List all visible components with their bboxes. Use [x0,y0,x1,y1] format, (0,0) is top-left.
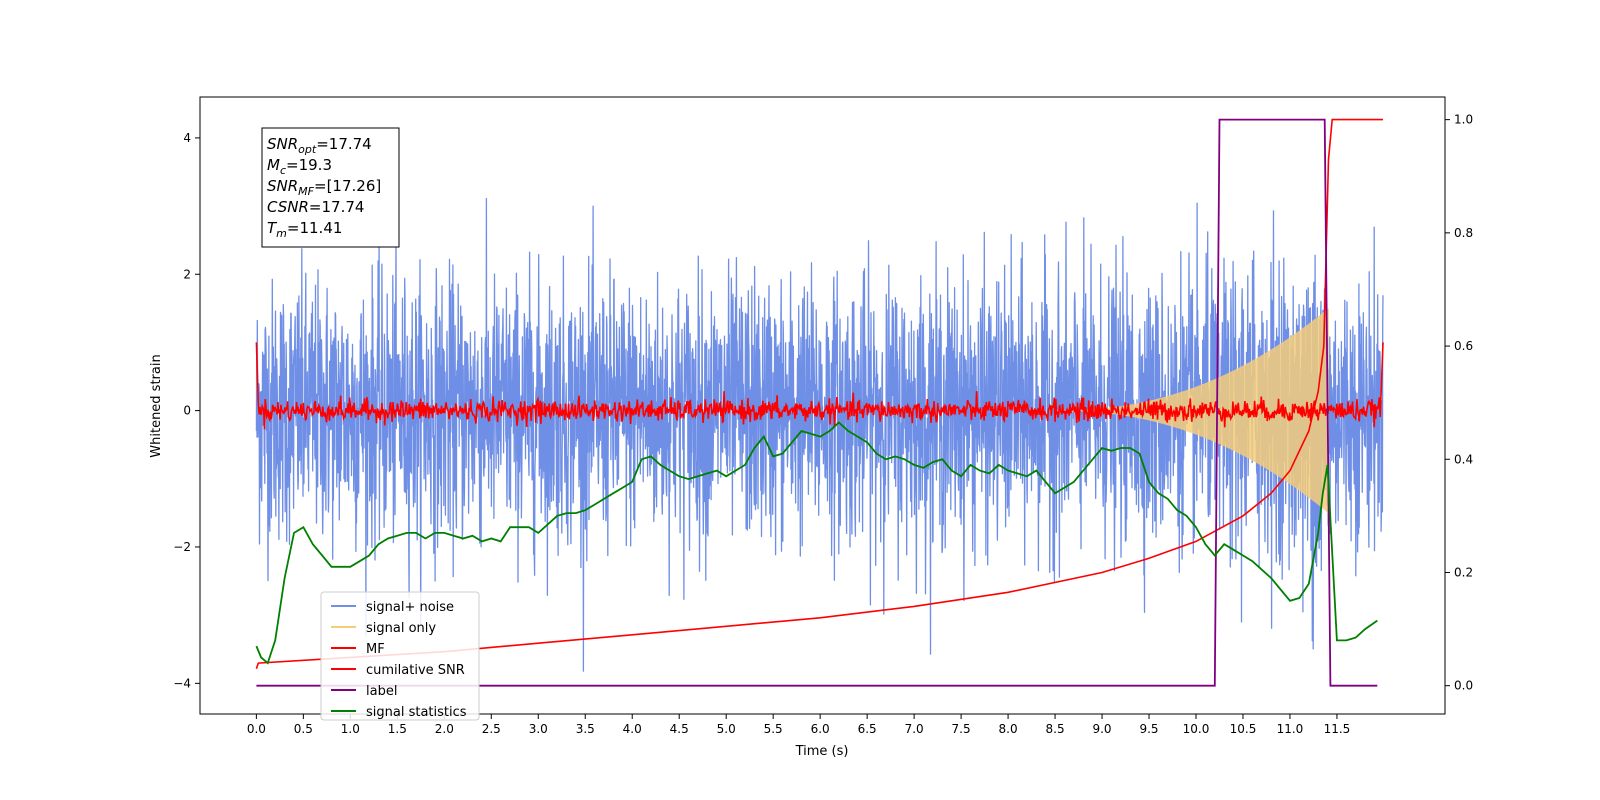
x-axis-label: Time (s) [795,744,849,759]
x-tick-label: 1.5 [388,722,407,736]
x-tick-label: 8.0 [999,722,1018,736]
y-tick-label: 0 [183,404,191,418]
plot-data-layer [255,118,1384,687]
annotation-line: Tm=11.41 [267,219,342,240]
y2-tick-label: 0.2 [1454,565,1473,579]
x-tick-label: 2.5 [482,722,501,736]
y-tick-label: 4 [183,131,191,145]
annotation-line: CSNR=17.74 [267,198,364,216]
legend-frame [320,591,480,721]
x-tick-label: 9.0 [1092,722,1111,736]
x-tick-label: 5.5 [764,722,783,736]
x-tick-label: 3.0 [529,722,548,736]
y-tick-label: −4 [173,676,191,690]
x-tick-label: 9.5 [1139,722,1158,736]
annotation-frame [261,127,400,248]
x-tick-label: 11.5 [1324,722,1351,736]
x-tick-label: 11.0 [1277,722,1304,736]
y-axis-ticks: 4 2 0 −2 −4 [173,131,200,690]
x-tick-label: 10.0 [1183,722,1210,736]
x-tick-label: 2.0 [435,722,454,736]
annotation-line: SNRMF=[17.26] [267,177,381,198]
legend-entry-label: cumilative SNR [366,663,465,678]
legend-entry-label: MF [366,642,385,657]
x-tick-label: 8.5 [1046,722,1065,736]
plot-frame [199,96,1446,715]
legend-entry-label: signal only [366,621,436,636]
annotation-line: SNRopt=17.74 [267,135,372,156]
y2-tick-label: 0.0 [1454,679,1473,693]
annotation-box: SNRopt=17.74Mc=19.3SNRMF=[17.26]CSNR=17.… [261,127,400,248]
x-tick-label: 6.0 [811,722,830,736]
series-label [256,118,1378,687]
y2-tick-label: 0.4 [1454,452,1473,466]
series-mf [255,342,1384,430]
x-tick-label: 0.5 [294,722,313,736]
x-tick-label: 5.0 [717,722,736,736]
y2-tick-label: 0.6 [1454,339,1473,353]
x-tick-label: 4.5 [670,722,689,736]
legend-entry-label: label [366,684,397,699]
y2-axis-ticks: 1.0 0.8 0.6 0.4 0.2 0.0 [1445,113,1473,693]
x-tick-label: 6.5 [858,722,877,736]
x-tick-label: 3.5 [576,722,595,736]
x-tick-label: 4.0 [623,722,642,736]
x-axis-ticks: 0.0 0.5 1.0 1.5 2.0 2.5 3.0 3.5 4.0 4.5 5.0 5.5 6.0 6… [247,714,1350,736]
y-axis-label: Whitened strain [149,354,164,457]
legend-entry-label: signal statistics [366,705,467,720]
legend: signal+ noise signal only MF cumilative SNR… [320,591,480,721]
x-tick-label: 7.5 [952,722,971,736]
series-signal-statistics [255,421,1378,665]
series-cumilative-snr [255,118,1383,669]
x-tick-label: 10.5 [1230,722,1257,736]
x-tick-label: 0.0 [247,722,266,736]
y-tick-label: 2 [183,267,191,281]
annotation-line: Mc=19.3 [267,156,332,177]
y2-tick-label: 0.8 [1454,226,1473,240]
legend-entry-label: signal+ noise [366,600,454,615]
y2-tick-label: 1.0 [1454,113,1473,127]
y-tick-label: −2 [173,540,191,554]
x-tick-label: 1.0 [341,722,360,736]
x-tick-label: 7.0 [905,722,924,736]
